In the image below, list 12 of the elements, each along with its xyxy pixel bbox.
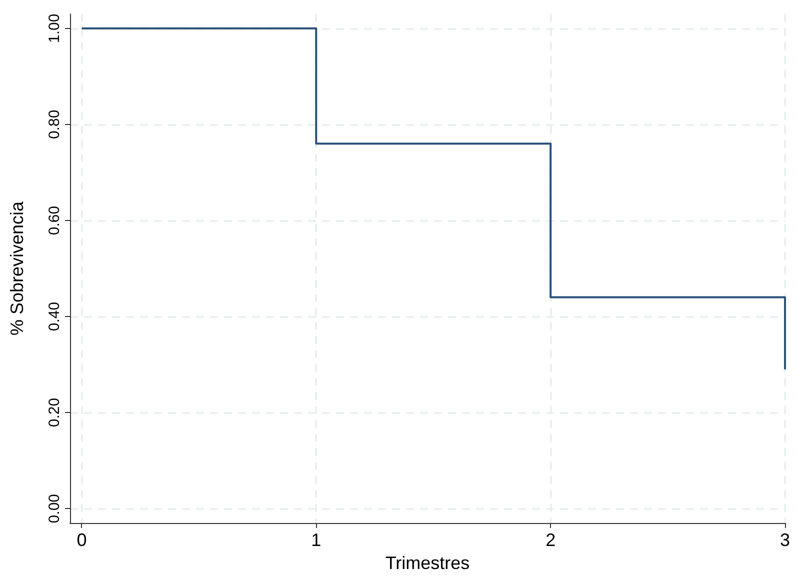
x-axis-title: Trimestres <box>385 552 470 573</box>
y-tick-label: 0.60 <box>46 206 63 236</box>
x-tick-label: 1 <box>311 530 322 550</box>
x-tick-label: 3 <box>780 530 790 550</box>
y-tick-label: 0.00 <box>46 494 63 524</box>
y-tick-label: 0.40 <box>46 302 63 332</box>
y-tick-label: 0.20 <box>46 398 63 428</box>
y-tick-label: 1.00 <box>46 14 63 44</box>
x-tick-label: 2 <box>546 530 556 550</box>
y-axis-title: % Sobrevivencia <box>7 200 27 336</box>
x-tick-label: 0 <box>76 530 87 550</box>
y-tick-label: 0.80 <box>46 110 63 140</box>
